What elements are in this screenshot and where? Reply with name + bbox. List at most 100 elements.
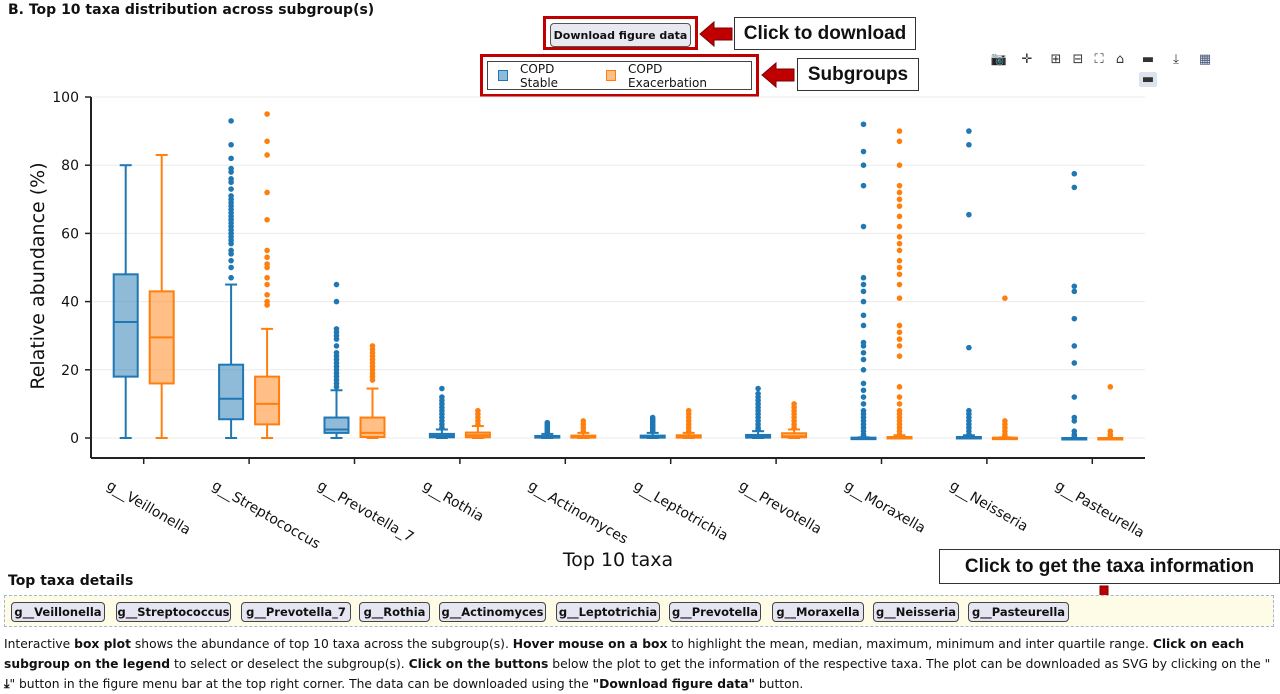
legend-item-stable[interactable]: COPD Stable	[498, 62, 588, 90]
box-1-9	[1097, 384, 1124, 441]
outlier-point	[860, 162, 867, 168]
outlier-point	[1071, 428, 1078, 434]
x-tick-label: g__Neisseria	[947, 478, 1031, 536]
outlier-point	[228, 165, 234, 172]
x-tick-label: g__Leptotrichia	[631, 478, 731, 545]
outlier-point	[896, 234, 903, 240]
plotly-logo-icon[interactable]: ▦	[1198, 52, 1212, 67]
outlier-point	[966, 128, 972, 134]
home-icon[interactable]: ⌂	[1115, 52, 1125, 67]
box-0-7	[850, 121, 877, 441]
outlier-point	[264, 298, 270, 305]
outlier-point	[264, 291, 270, 298]
outlier-point	[860, 121, 867, 128]
y-tick-label: 60	[61, 226, 79, 242]
outlier-point	[896, 322, 903, 329]
desc-bold-3: Click on each subgroup on the legend	[4, 637, 1245, 671]
box-layer	[112, 111, 1124, 441]
taxa-button-pasteurella[interactable]: g__Pasteurella	[968, 602, 1069, 622]
legend-label-exacerbation: COPD Exacerbation	[628, 61, 707, 90]
outlier-point	[649, 414, 656, 421]
x-tick-label: g__Veillonella	[104, 478, 193, 539]
box-plot-chart: 0 20 40 60 80 100 g__Veillonella g__Streptococc…	[27, 90, 1147, 571]
taxa-button-moraxella[interactable]: g__Moraxella	[772, 602, 864, 622]
box-1-2	[359, 343, 386, 439]
legend-item-exacerbation[interactable]: COPD Exacerbation	[605, 61, 733, 90]
arrow-subgroups-icon	[761, 61, 795, 89]
outlier-point	[860, 394, 867, 400]
outlier-point	[896, 407, 903, 414]
compare-hover-icon[interactable]: ▬	[1139, 72, 1157, 87]
outlier-point	[1071, 288, 1078, 295]
outlier-point	[544, 419, 551, 426]
zoom-out-icon[interactable]: ⊟	[1072, 52, 1084, 67]
x-tick-label: g__Streptococcus	[209, 478, 323, 553]
outlier-point	[860, 298, 867, 305]
outlier-point	[333, 281, 340, 288]
taxa-details-heading: Top taxa details	[8, 573, 134, 589]
outlier-point	[685, 407, 692, 414]
download-figure-data-button[interactable]: Download figure data	[550, 23, 691, 47]
pan-icon[interactable]: ✛	[1021, 52, 1033, 67]
autoscale-icon[interactable]: ⛶	[1094, 52, 1104, 67]
taxa-button-actinomyces[interactable]: g__Actinomyces	[439, 602, 546, 622]
outlier-point	[896, 353, 903, 359]
taxa-button-prevotella[interactable]: g__Prevotella	[669, 602, 761, 622]
outlier-point	[264, 111, 270, 117]
legend-swatch-stable	[498, 70, 509, 81]
outlier-point	[966, 407, 972, 414]
outlier-point	[228, 264, 234, 271]
outlier-point	[228, 186, 234, 192]
box-iqr	[781, 432, 808, 439]
y-tick-label: 20	[61, 363, 79, 379]
box-0-6	[745, 385, 772, 439]
outlier-point	[1071, 360, 1078, 366]
desc-bold-4: Click on the buttons	[408, 657, 549, 671]
box-1-7	[886, 128, 913, 440]
taxa-button-neisseria[interactable]: g__Neisseria	[873, 602, 959, 622]
outlier-point	[228, 141, 234, 148]
outlier-point	[228, 118, 234, 124]
box-iqr	[112, 273, 139, 378]
box-1-4	[570, 418, 597, 439]
outlier-point	[860, 401, 867, 407]
taxa-button-leptotrichia[interactable]: g__Leptotrichia	[556, 602, 660, 622]
taxa-button-prevotella-7[interactable]: g__Prevotella_7	[241, 602, 351, 622]
zoom-in-icon[interactable]: ⊞	[1050, 52, 1062, 67]
outlier-point	[333, 298, 340, 305]
outlier-point	[896, 223, 903, 230]
outlier-point	[264, 189, 270, 196]
outlier-point	[264, 274, 270, 281]
desc-text-1: Interactive	[4, 637, 75, 651]
box-0-0	[112, 164, 139, 439]
outlier-point	[966, 344, 972, 351]
outlier-point	[860, 281, 867, 288]
outlier-point	[264, 254, 270, 261]
taxa-button-streptococcus[interactable]: g__Streptococcus	[116, 602, 231, 622]
y-tick-label: 100	[52, 90, 79, 106]
outlier-point	[264, 247, 270, 254]
outlier-point	[896, 189, 903, 196]
outlier-point	[580, 418, 587, 424]
outlier-point	[264, 216, 270, 223]
box-0-2	[323, 281, 350, 439]
download-svg-icon[interactable]: ⤓	[1173, 52, 1179, 67]
outlier-point	[264, 138, 270, 145]
desc-text-3: to highlight the mean, median, maximum, …	[667, 637, 1153, 651]
spike-icon[interactable]: ▬	[1141, 52, 1155, 67]
desc-text-4: to select or deselect the subgroup(s).	[170, 657, 409, 671]
desc-text-2: shows the abundance of top 10 taxa acros…	[130, 637, 513, 651]
x-tick-label: g__Rothia	[420, 478, 486, 526]
taxa-button-rothia[interactable]: g__Rothia	[359, 602, 430, 622]
box-1-0	[148, 153, 175, 439]
outlier-point	[896, 138, 903, 145]
box-0-3	[428, 385, 455, 439]
outlier-point	[755, 385, 761, 392]
outlier-point	[791, 401, 797, 407]
outlier-point	[896, 281, 903, 288]
outlier-point	[896, 203, 903, 209]
taxa-button-veillonella[interactable]: g__Veillonella	[11, 602, 105, 622]
outlier-point	[1071, 283, 1078, 290]
callout-download: Click to download	[734, 17, 916, 50]
camera-icon[interactable]: 📷	[990, 52, 1008, 67]
